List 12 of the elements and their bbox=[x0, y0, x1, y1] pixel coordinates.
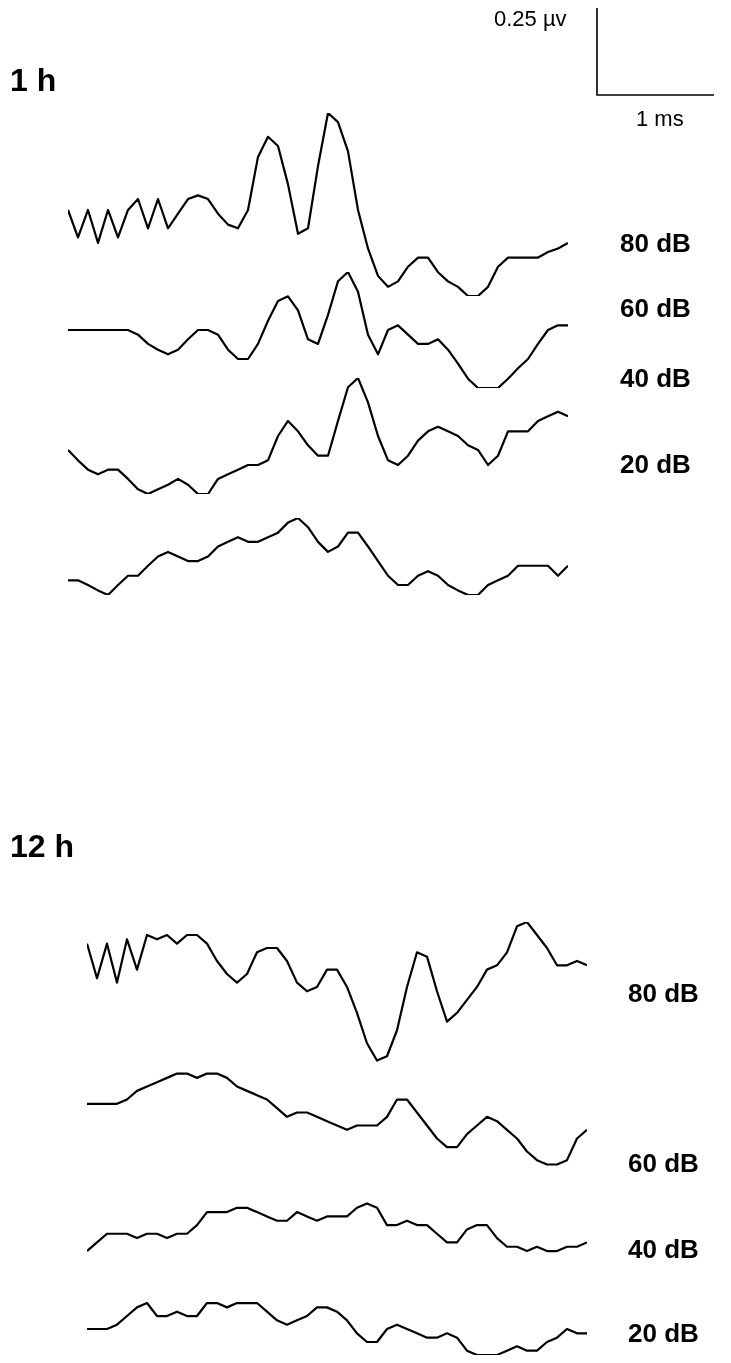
text: 60 dB bbox=[620, 293, 691, 324]
text: 0.25 µv bbox=[494, 6, 567, 32]
chart-title: 1 h bbox=[10, 62, 57, 99]
text: 80 dB bbox=[620, 228, 691, 259]
series-label: 80 dB bbox=[628, 978, 699, 1009]
series-label: 20 dB bbox=[628, 1318, 699, 1349]
chart-title: 12 h bbox=[10, 828, 75, 865]
series-label: 40 dB bbox=[628, 1234, 699, 1265]
text: 1 ms bbox=[636, 106, 684, 132]
series-label: 60 dB bbox=[628, 1148, 699, 1179]
text: 40 dB bbox=[620, 363, 691, 394]
text: 20 dB bbox=[620, 449, 691, 480]
